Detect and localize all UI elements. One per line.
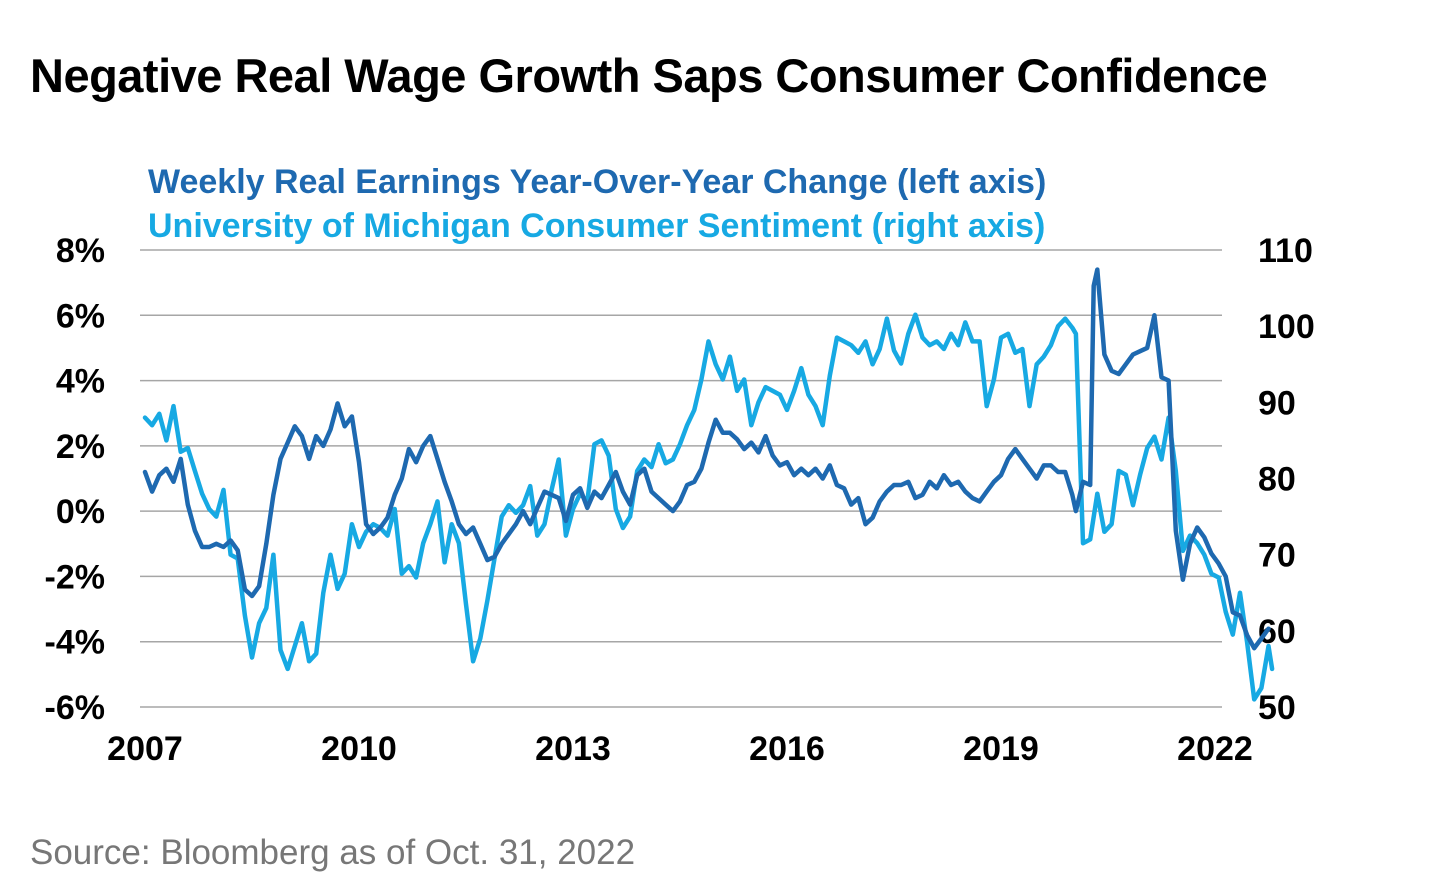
left-axis: 8% 6% 4% 2% 0% -2% -4% -6% <box>45 232 105 727</box>
x-axis: 2007 2010 2013 2016 2019 2022 <box>107 730 1253 768</box>
left-tick-label: -6% <box>45 689 105 727</box>
plot-area <box>142 267 1275 702</box>
x-tick-label: 2007 <box>107 730 183 768</box>
x-tick-label: 2013 <box>535 730 611 768</box>
right-tick-label: 90 <box>1258 384 1296 422</box>
x-tick-label: 2010 <box>321 730 397 768</box>
series-line-earnings <box>142 267 1271 651</box>
left-tick-label: -4% <box>45 624 105 662</box>
x-tick-label: 2016 <box>749 730 825 768</box>
right-tick-label: 70 <box>1258 537 1296 575</box>
legend-item-earnings: Weekly Real Earnings Year-Over-Year Chan… <box>148 163 1046 201</box>
left-tick-label: 0% <box>56 493 105 531</box>
legend: Weekly Real Earnings Year-Over-Year Chan… <box>148 163 1046 245</box>
left-tick-label: 4% <box>56 363 105 401</box>
series-line-sentiment <box>142 312 1275 702</box>
gridlines <box>140 249 1222 708</box>
chart-title: Negative Real Wage Growth Saps Consumer … <box>30 49 1268 102</box>
legend-item-sentiment: University of Michigan Consumer Sentimen… <box>148 207 1045 245</box>
source-note: Source: Bloomberg as of Oct. 31, 2022 <box>30 833 636 872</box>
left-tick-label: -2% <box>45 558 105 596</box>
right-tick-label: 110 <box>1258 232 1313 270</box>
left-tick-label: 2% <box>56 428 105 466</box>
left-tick-label: 6% <box>56 297 105 335</box>
right-tick-label: 50 <box>1258 689 1296 727</box>
right-tick-label: 100 <box>1258 308 1315 346</box>
x-tick-label: 2022 <box>1177 730 1253 768</box>
left-tick-label: 8% <box>56 232 105 270</box>
right-tick-label: 80 <box>1258 461 1296 499</box>
x-tick-label: 2019 <box>963 730 1039 768</box>
